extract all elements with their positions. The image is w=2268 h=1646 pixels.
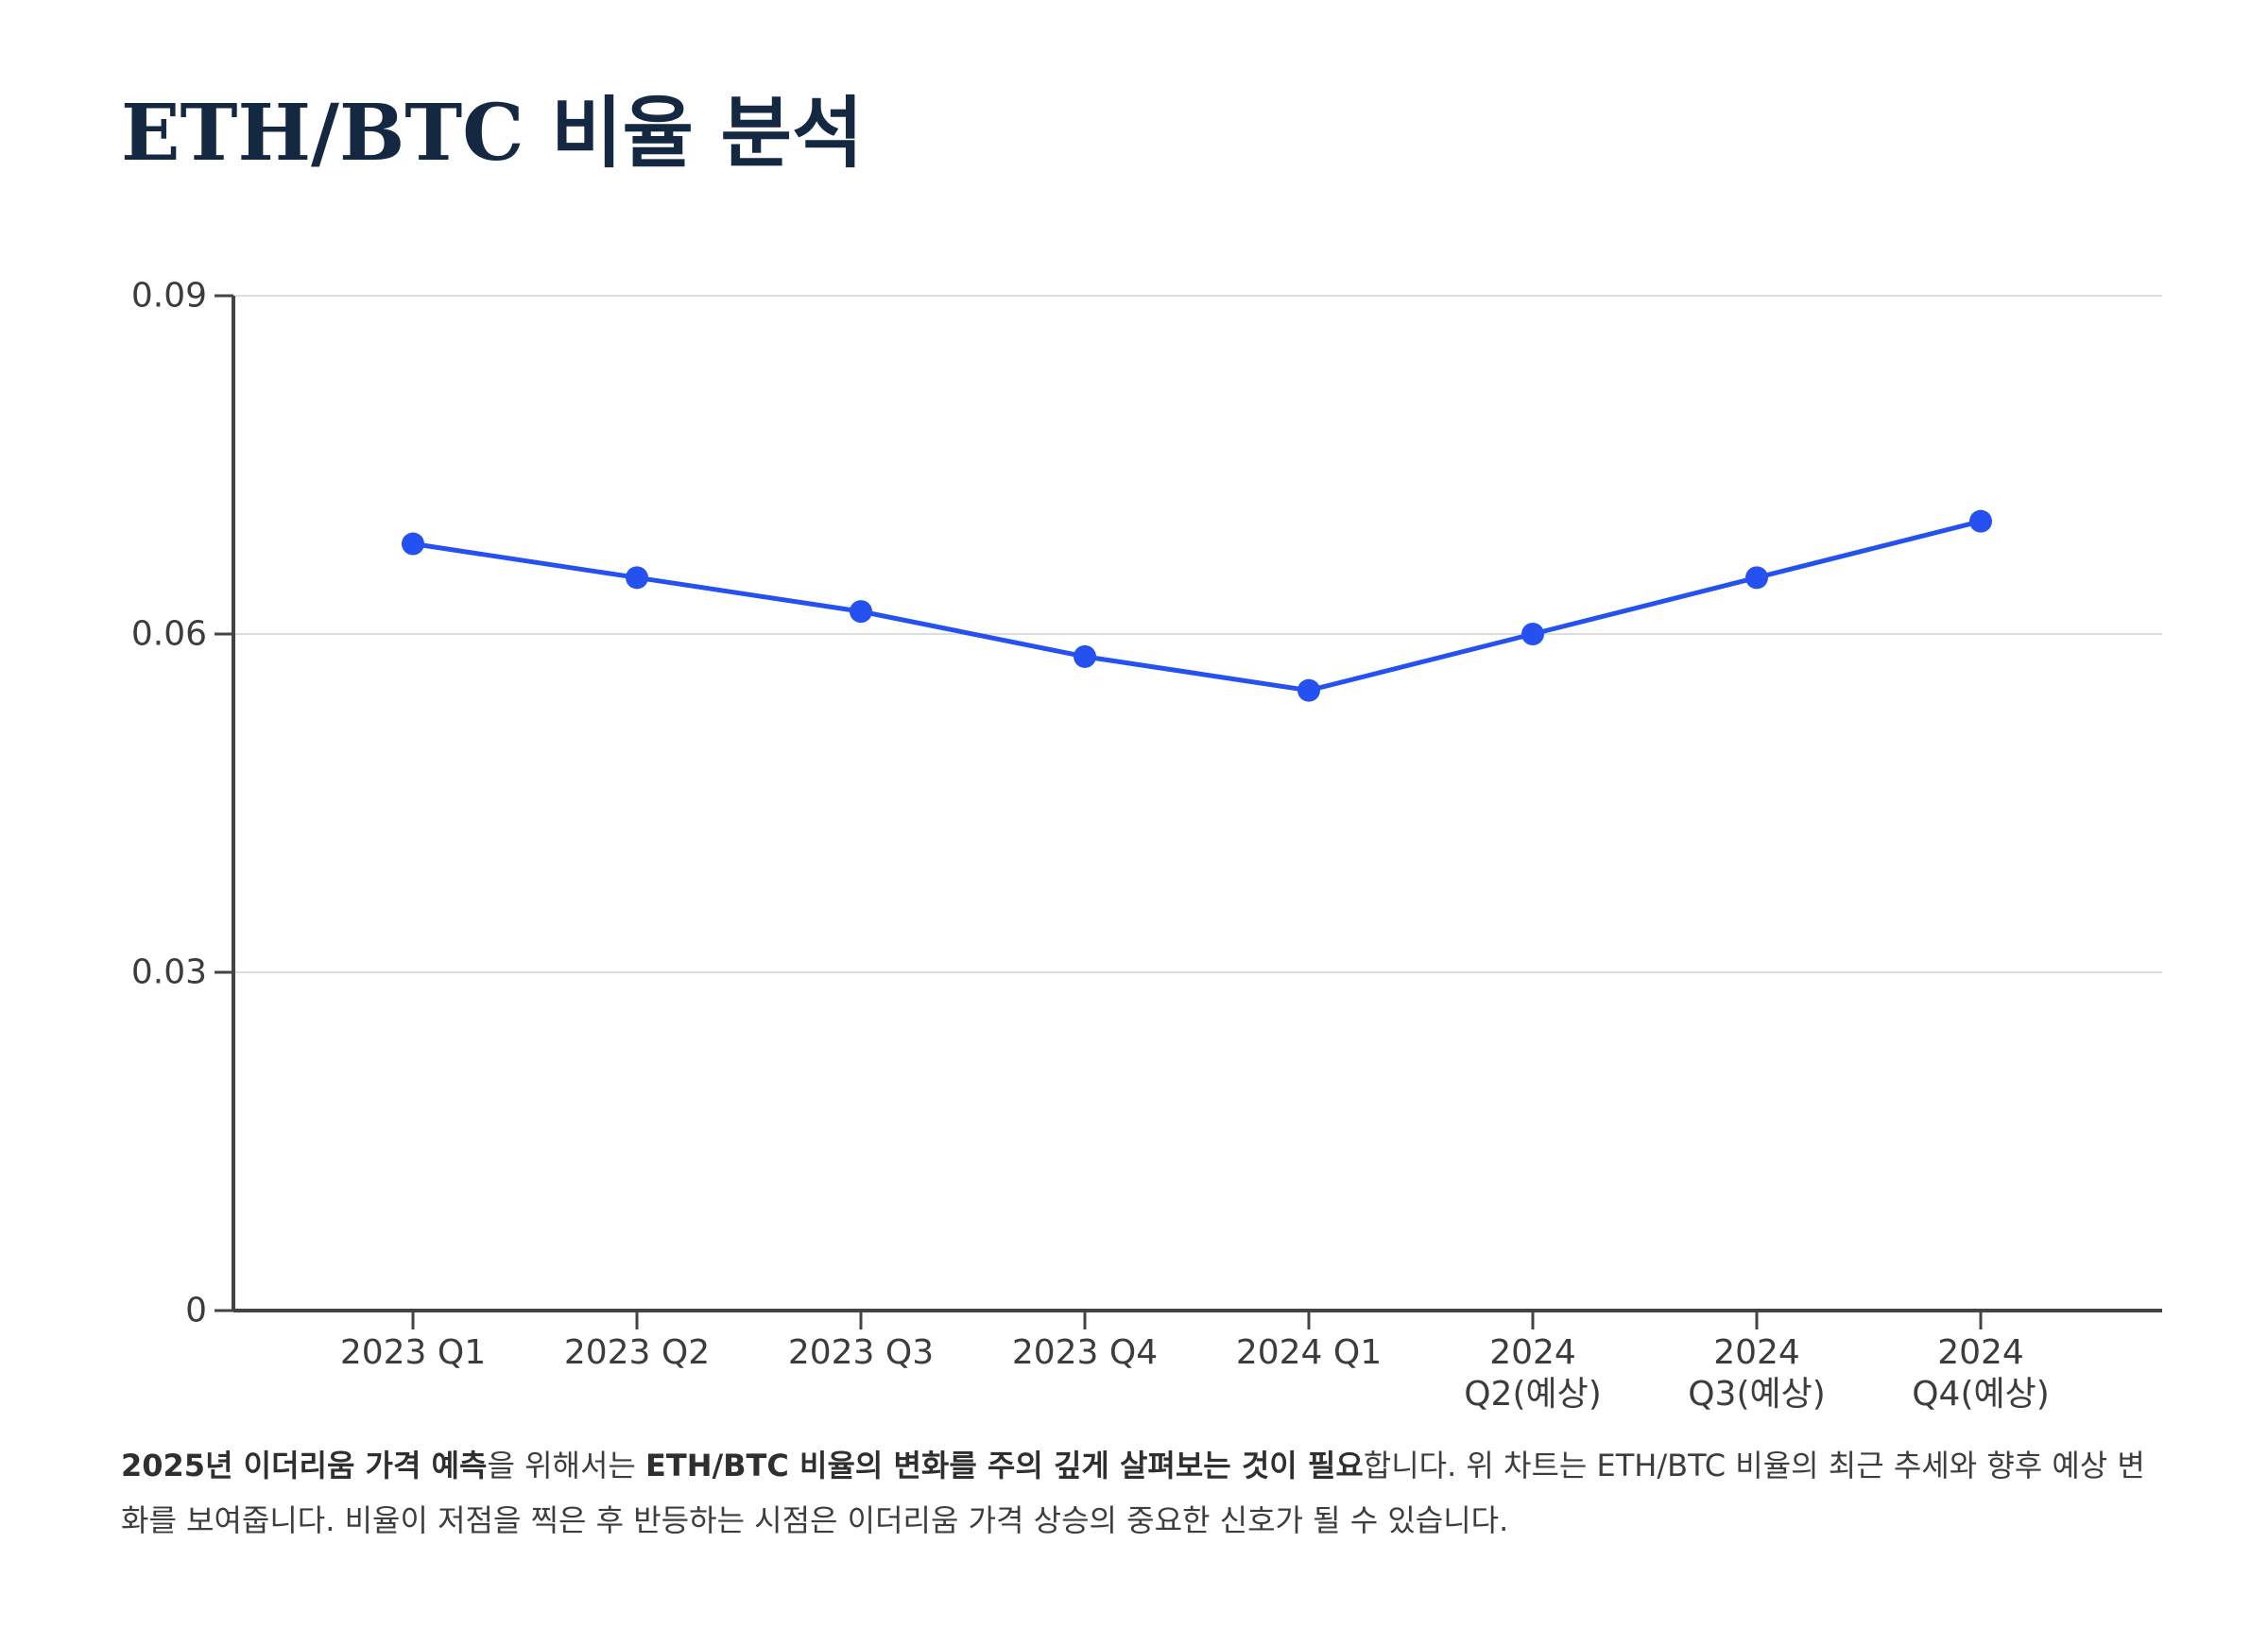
x-tick-label: 2023 Q1 [340, 1333, 486, 1372]
data-point [1297, 678, 1320, 702]
x-tick-label: 2024 Q1 [1236, 1333, 1382, 1372]
caption-text: 을 위해서는 [487, 1448, 645, 1483]
y-tick-label: 0 [185, 1292, 207, 1330]
x-tick-label: 2024 Q2(예상) [1464, 1333, 1602, 1414]
x-axis-ticks: 2023 Q1 2023 Q2 2023 Q3 2023 Q4 2024 Q1 2024 Q… [340, 1311, 2050, 1414]
page-title: ETH/BTC 비율 분석 [121, 88, 864, 179]
data-point [1521, 623, 1544, 645]
data-point [850, 600, 872, 624]
caption-emphasis: 2025년 이더리움 가격 예측 [121, 1448, 488, 1483]
line-chart: 00.030.060.09 2023 Q1 2023 Q2 2023 Q3 2023 … [131, 277, 2162, 1414]
caption-text: 합니다. 위 차트는 ETH/BTC 비율의 최근 추세와 향후 예상 변화를 … [121, 1448, 2145, 1538]
x-tick-label: 2023 Q3 [788, 1333, 934, 1372]
y-tick-label: 0.09 [131, 277, 207, 316]
x-tick-label: 2024 Q3(예상) [1688, 1333, 1826, 1414]
y-tick-label: 0.06 [131, 615, 207, 654]
x-tick-label: 2023 Q2 [564, 1333, 710, 1372]
data-point [626, 566, 648, 590]
x-tick-label: 2023 Q4 [1012, 1333, 1158, 1372]
series [402, 509, 1992, 702]
data-point [402, 532, 424, 556]
gridlines [233, 295, 2162, 973]
y-tick-label: 0.03 [131, 953, 207, 992]
axes [232, 296, 2162, 1312]
caption-emphasis: ETH/BTC 비율의 변화를 주의 깊게 살펴보는 것이 필요 [645, 1448, 1364, 1483]
x-tick-label: 2024 Q4(예상) [1912, 1333, 2050, 1414]
data-point [1969, 509, 1992, 533]
chart-caption: 2025년 이더리움 가격 예측을 위해서는 ETH/BTC 비율의 변화를 주… [121, 1438, 2162, 1548]
series-line [410, 519, 1984, 694]
data-point [1074, 644, 1096, 668]
data-point [1745, 566, 1768, 590]
y-axis-ticks: 0 0.03 0.06 0.09 [131, 277, 233, 1330]
